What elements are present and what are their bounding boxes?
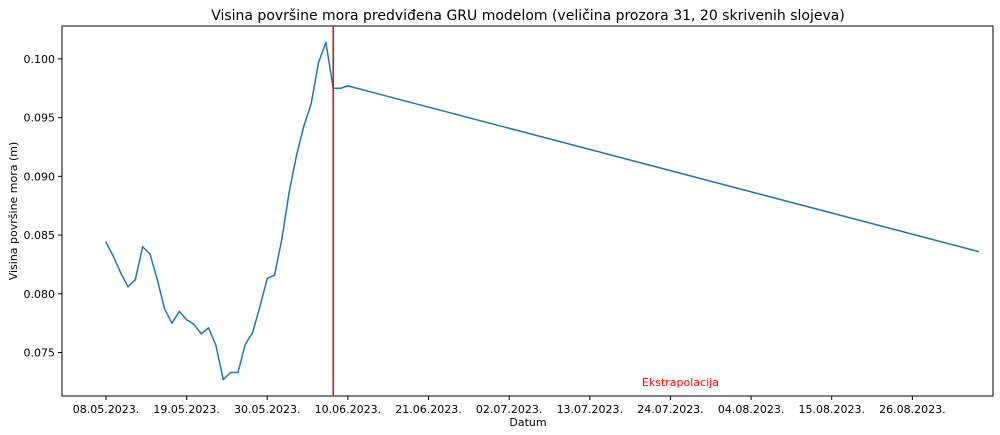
x-tick-label: 26.08.2023. <box>879 403 945 416</box>
data-point <box>178 310 181 313</box>
y-tick-label: 0.095 <box>24 112 56 125</box>
y-axis: 0.075 0.080 0.085 0.090 0.095 0.100 <box>24 53 62 360</box>
y-tick-label: 0.100 <box>24 53 56 66</box>
data-point <box>127 285 129 288</box>
data-point <box>193 323 195 326</box>
data-point <box>347 85 349 87</box>
y-tick-label: 0.090 <box>24 170 56 183</box>
data-point <box>171 322 173 324</box>
y-axis-title: Visina površine mora (m) <box>7 142 20 281</box>
x-axis-title: Datum <box>509 416 546 429</box>
data-point <box>185 318 188 321</box>
data-point <box>251 331 254 334</box>
data-point <box>273 274 276 276</box>
y-tick-label: 0.085 <box>24 229 56 242</box>
x-axis: 08.05.2023. 19.05.2023. 30.05.2023. 10.06.2… <box>73 396 946 416</box>
data-point <box>281 237 283 240</box>
x-tick-label: 21.06.2023. <box>395 403 461 416</box>
data-point <box>977 250 980 253</box>
x-tick-label: 13.07.2023. <box>557 403 623 416</box>
plot-frame <box>61 25 994 397</box>
series-group <box>105 41 980 381</box>
data-point <box>156 278 159 281</box>
data-point <box>200 332 203 335</box>
data-point <box>207 327 210 329</box>
data-point <box>259 305 261 308</box>
data-point <box>266 277 269 280</box>
data-point <box>141 246 144 248</box>
data-point <box>310 102 313 105</box>
y-tick-label: 0.075 <box>24 347 56 360</box>
series-line <box>105 41 979 381</box>
data-point <box>303 125 305 127</box>
x-tick-label: 10.06.2023. <box>315 403 381 416</box>
data-point <box>149 253 151 255</box>
data-point <box>105 241 107 243</box>
data-point <box>295 154 298 157</box>
x-tick-label: 04.08.2023. <box>718 403 784 416</box>
chart-title: Visina površine mora predviđena GRU mode… <box>211 8 845 24</box>
data-point <box>237 371 239 374</box>
data-point <box>134 278 137 281</box>
data-point <box>325 41 327 44</box>
data-point <box>163 308 166 310</box>
x-tick-label: 08.05.2023. <box>73 403 139 416</box>
x-tick-label: 02.07.2023. <box>476 403 542 416</box>
y-tick-label: 0.080 <box>24 288 56 301</box>
data-point <box>119 271 122 274</box>
data-point <box>244 343 247 346</box>
data-point <box>317 61 320 64</box>
data-point <box>229 371 232 374</box>
data-point <box>339 87 342 90</box>
x-tick-label: 30.05.2023. <box>234 403 300 416</box>
x-tick-label: 15.08.2023. <box>798 403 864 416</box>
x-tick-label: 19.05.2023. <box>153 403 219 416</box>
data-point <box>222 378 225 381</box>
data-point <box>215 344 217 347</box>
x-tick-label: 24.07.2023. <box>637 403 703 416</box>
extrapolation-label: Ekstrapolacija <box>642 376 719 389</box>
data-point <box>112 255 115 258</box>
data-point <box>288 190 291 193</box>
